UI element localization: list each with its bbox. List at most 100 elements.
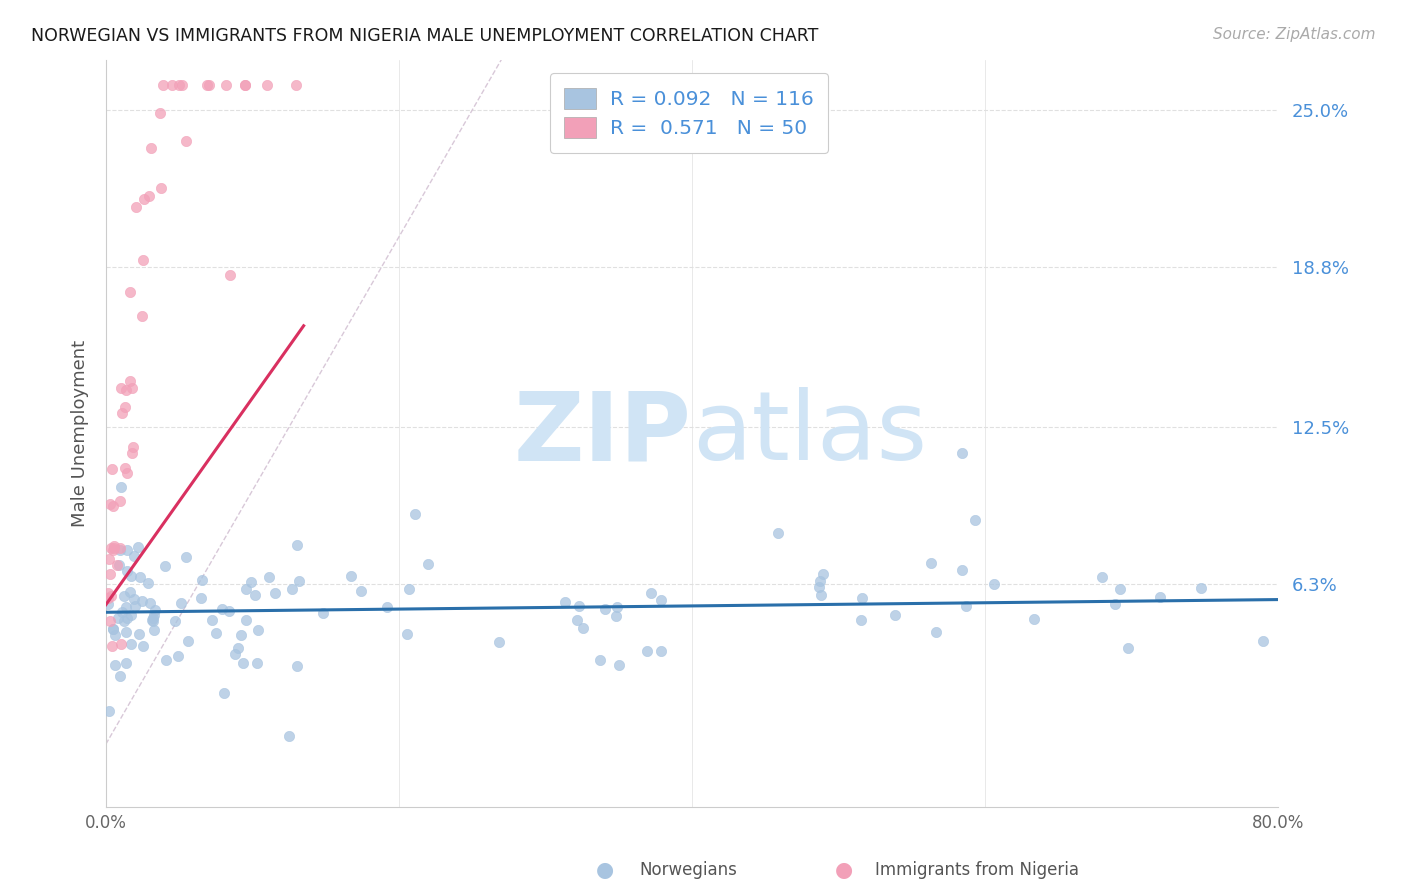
Point (98, 566, 121, 581)
Point (807, 580, 830, 594)
Point (149, 106, 172, 120)
Text: Source: ZipAtlas.com: Source: ZipAtlas.com (1212, 27, 1375, 42)
Point (813, 566, 835, 581)
Legend: R = 0.092   N = 116, R =  0.571   N = 50: R = 0.092 N = 116, R = 0.571 N = 50 (550, 73, 828, 153)
Point (264, 586, 287, 600)
Point (104, 657, 127, 672)
Point (138, 596, 160, 610)
Point (167, 78, 190, 92)
Point (122, 591, 145, 606)
Point (98, 498, 121, 512)
Point (636, 644, 658, 658)
Point (115, 611, 138, 625)
Point (128, 627, 150, 641)
Point (118, 285, 141, 299)
Point (118, 374, 141, 388)
Point (115, 656, 138, 670)
Text: Norwegians: Norwegians (640, 861, 738, 879)
Point (142, 614, 165, 628)
Point (1118, 640, 1140, 655)
Point (115, 466, 138, 480)
Point (114, 383, 136, 397)
Point (142, 624, 165, 638)
Point (101, 499, 124, 513)
Point (97, 597, 120, 611)
Point (285, 539, 308, 553)
Point (115, 543, 138, 558)
Point (239, 574, 262, 589)
Point (233, 78, 256, 92)
Point (1091, 569, 1114, 583)
Point (132, 192, 155, 206)
Point (139, 141, 162, 155)
Point (1109, 582, 1132, 597)
Point (101, 623, 124, 637)
Point (808, 574, 831, 588)
Point (1024, 612, 1046, 626)
Point (245, 588, 267, 602)
Point (1251, 634, 1274, 648)
Point (112, 589, 135, 603)
Point (416, 558, 439, 572)
Point (108, 668, 131, 682)
Point (100, 590, 122, 604)
Point (153, 559, 176, 574)
Point (107, 558, 129, 573)
Point (277, 729, 299, 743)
Point (965, 513, 987, 527)
Point (404, 507, 426, 521)
Point (191, 574, 214, 588)
Point (114, 461, 136, 475)
Point (120, 569, 142, 583)
Point (219, 268, 242, 282)
Point (288, 574, 311, 588)
Point (170, 78, 193, 92)
Point (115, 564, 138, 578)
Point (851, 591, 873, 605)
Point (593, 601, 616, 615)
Point (190, 591, 212, 605)
Point (950, 445, 973, 459)
Point (176, 134, 198, 148)
Text: ●: ● (596, 860, 613, 880)
Point (150, 181, 173, 195)
Point (554, 595, 576, 609)
Point (115, 600, 138, 615)
Point (245, 656, 267, 670)
Point (568, 599, 591, 613)
Point (105, 558, 128, 572)
Point (281, 582, 304, 596)
Point (125, 200, 148, 214)
Point (111, 406, 134, 420)
Point (235, 582, 257, 596)
Point (174, 549, 197, 564)
Point (131, 309, 153, 323)
Point (143, 607, 166, 622)
Point (98, 614, 121, 628)
Point (256, 78, 278, 92)
Point (100, 541, 122, 555)
Point (204, 626, 226, 640)
Point (955, 599, 977, 613)
Point (849, 613, 872, 627)
Point (103, 623, 125, 637)
Point (375, 600, 398, 615)
Text: ●: ● (835, 860, 852, 880)
Point (285, 78, 308, 92)
Point (920, 556, 942, 570)
Point (143, 602, 166, 616)
Point (101, 462, 124, 476)
Point (588, 653, 610, 667)
Point (129, 569, 152, 583)
Point (212, 686, 235, 700)
Point (110, 541, 132, 555)
Point (884, 607, 907, 622)
Point (97, 591, 120, 606)
Point (114, 615, 136, 629)
Point (120, 637, 142, 651)
Point (103, 541, 125, 555)
Point (98, 704, 121, 718)
Point (640, 586, 662, 600)
Point (1104, 597, 1126, 611)
Point (232, 656, 254, 670)
